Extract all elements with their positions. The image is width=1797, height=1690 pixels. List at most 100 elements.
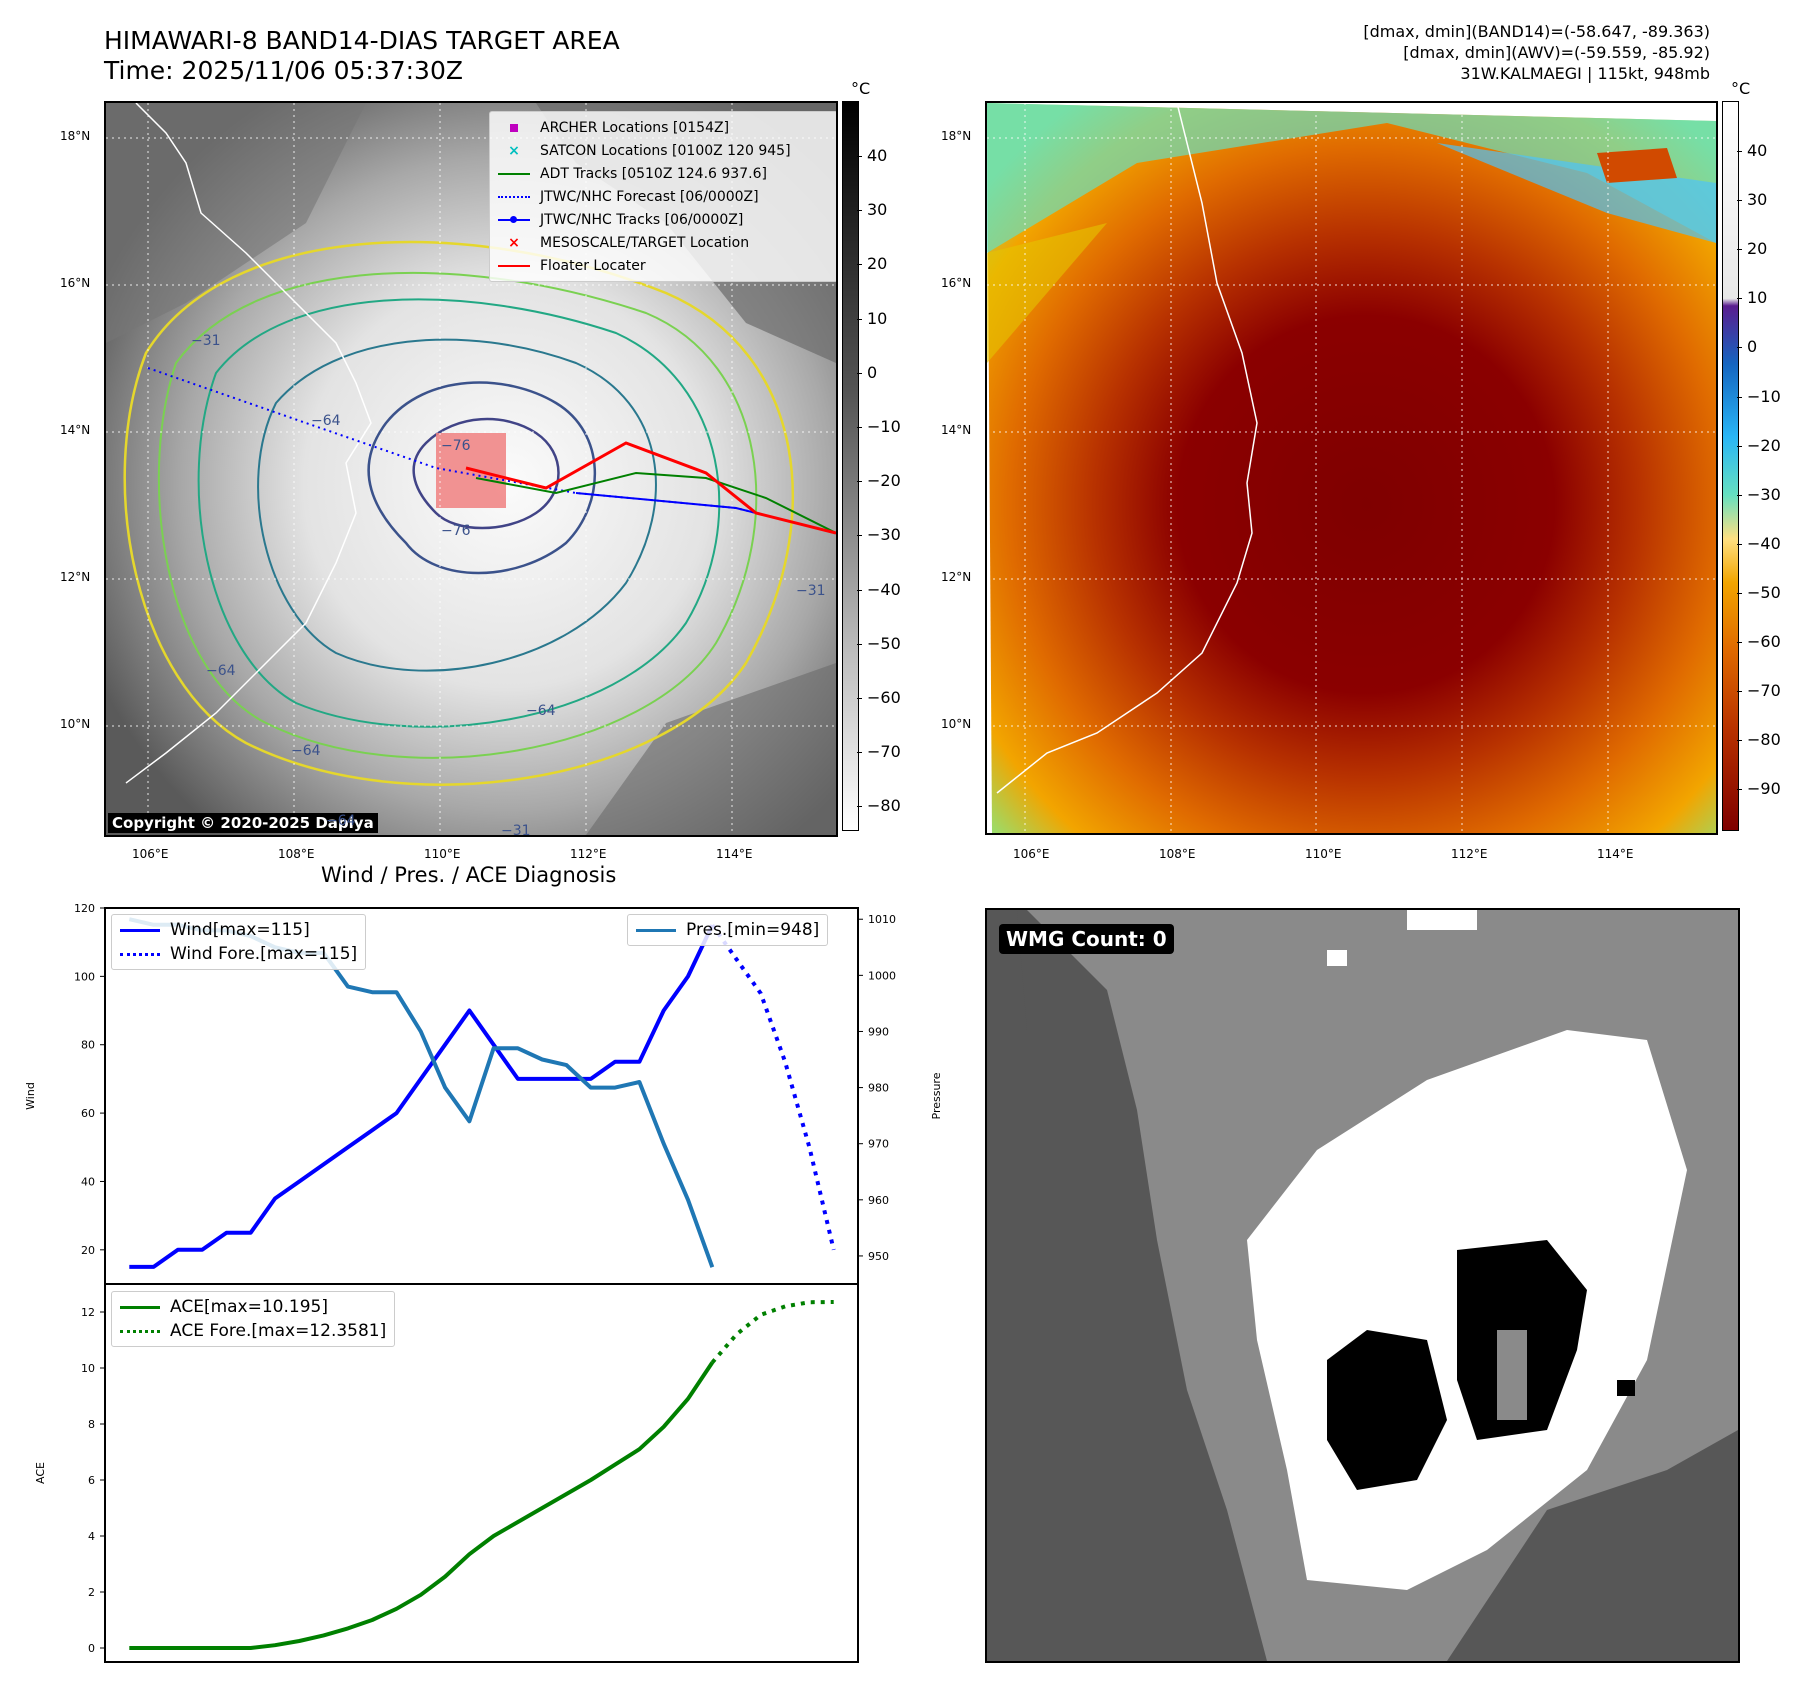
wind-axis-tick-label: 100 — [74, 970, 95, 983]
colorbar-tick — [1737, 494, 1742, 496]
colorbar-tick — [1737, 543, 1742, 545]
lat-label: 16°N — [941, 276, 972, 290]
colorbar-tick — [1737, 249, 1742, 251]
colorbar-tick-label: 30 — [867, 200, 888, 220]
ace-axis-tick-label: 4 — [88, 1530, 95, 1543]
pressure-axis-tick-label: 960 — [868, 1194, 889, 1207]
pressure-axis-tick-label: 970 — [868, 1138, 889, 1151]
lat-label: 16°N — [60, 276, 91, 290]
colorbar-tick — [1737, 592, 1742, 594]
colorbar-tick-label: −60 — [867, 688, 901, 707]
ace-legend-item: ACE[max=10.195] — [120, 1295, 386, 1319]
colorbar-tick — [1737, 445, 1742, 447]
legend-entry: ARCHER Locations [0154Z] — [496, 116, 831, 139]
legend-marker — [496, 212, 532, 228]
copyright-label: Copyright © 2020-2025 Dapiya — [108, 813, 378, 833]
ir-colorbar-unit: °C — [851, 79, 871, 98]
lat-label: 10°N — [60, 717, 91, 731]
colorbar-tick-label: 0 — [1747, 337, 1758, 357]
contour-label: −76 — [441, 438, 471, 454]
contour-label: −64 — [326, 813, 356, 829]
legend-marker: × — [508, 142, 520, 159]
lon-label: 112°E — [1451, 847, 1488, 861]
pressure-axis-tick-label: 1000 — [868, 969, 896, 982]
wind-fore-legend-item: Wind Fore.[max=115] — [120, 942, 357, 966]
colorbar-tick — [857, 427, 862, 428]
legend-entry: Floater Locater — [496, 254, 831, 277]
ir-legend: ARCHER Locations [0154Z] × SATCON Location… — [489, 111, 836, 282]
colorbar-tick — [857, 156, 862, 157]
colorbar-tick — [857, 372, 862, 374]
lon-label: 114°E — [1597, 847, 1634, 861]
contour-label: −31 — [191, 333, 221, 349]
pressure-series-line — [128, 917, 715, 1268]
colorbar-tick — [1737, 151, 1742, 152]
lat-label: 12°N — [60, 570, 91, 584]
colorbar-tick — [1737, 740, 1742, 742]
legend-label: ARCHER Locations [0154Z] — [540, 119, 730, 136]
colorbar-tick-label: −60 — [1747, 632, 1781, 651]
colorbar-tick — [857, 264, 862, 266]
legend-label: JTWC/NHC Tracks [06/0000Z] — [540, 211, 744, 228]
lat-label: 14°N — [60, 423, 91, 437]
legend-entry: × SATCON Locations [0100Z 120 945] — [496, 139, 831, 162]
wind-axis-tick-label: 60 — [81, 1107, 95, 1120]
contour-label: −31 — [796, 583, 826, 599]
legend-entry: JTWC/NHC Tracks [06/0000Z] — [496, 208, 831, 231]
wind-axis-tick-label: 120 — [74, 902, 95, 915]
lat-label: 18°N — [60, 129, 91, 143]
awv-map-panel — [985, 101, 1718, 835]
lat-label: 18°N — [941, 129, 972, 143]
ace-axis-tick-label: 10 — [81, 1362, 95, 1375]
colorbar-tick — [1737, 298, 1742, 300]
colorbar-tick-label: −30 — [1747, 484, 1781, 504]
colorbar-tick — [857, 535, 862, 537]
awv-map-image — [987, 103, 1716, 833]
ace-axis-label: ACE — [34, 1462, 47, 1484]
lon-label: 108°E — [1159, 847, 1196, 861]
contour-label: −64 — [526, 703, 556, 719]
colorbar-tick — [857, 589, 862, 591]
colorbar-tick-label: −80 — [867, 796, 901, 816]
lat-label: 10°N — [941, 717, 972, 731]
stats-band14: [dmax, dmin](BAND14)=(-58.647, -89.363) — [1363, 22, 1710, 41]
ace-series-line — [129, 1361, 714, 1650]
wind-axis-tick-label: 80 — [81, 1039, 95, 1052]
lat-label: 14°N — [941, 423, 972, 437]
ir-map-panel: Copyright © 2020-2025 Dapiya −76 −76 −64 −6… — [104, 101, 838, 837]
wmg-count-badge: WMG Count: 0 — [999, 924, 1174, 954]
wind-series-line — [129, 924, 715, 1269]
wind-axis-tick-label: 40 — [81, 1175, 95, 1188]
ace-axis-tick-label: 6 — [88, 1474, 95, 1487]
wind-axis-tick-label: 20 — [81, 1244, 95, 1257]
legend-marker: × — [508, 234, 520, 251]
pressure-legend: Pres.[min=948] — [627, 914, 829, 946]
wind-legend-item: Wind[max=115] — [120, 918, 357, 942]
lat-label: 12°N — [941, 570, 972, 584]
legend-entry: ADT Tracks [0510Z 124.6 937.6] — [496, 162, 831, 185]
wmg-image — [987, 910, 1738, 1661]
diagnosis-title: Wind / Pres. / ACE Diagnosis — [321, 863, 617, 887]
colorbar-tick-label: −20 — [1747, 435, 1781, 455]
legend-marker — [496, 120, 532, 136]
lon-label: 108°E — [278, 847, 315, 861]
stats-awv: [dmax, dmin](AWV)=(-59.559, -85.92) — [1403, 43, 1710, 62]
wmg-panel: WMG Count: 0 — [985, 908, 1740, 1663]
colorbar-tick — [1737, 347, 1742, 349]
contour-label: −76 — [441, 523, 471, 539]
figure-time: Time: 2025/11/06 05:37:30Z — [104, 56, 463, 85]
colorbar-tick-label: −90 — [1747, 779, 1781, 799]
ace-fore-legend-item: ACE Fore.[max=12.3581] — [120, 1319, 386, 1343]
ace-axis-tick-label: 12 — [81, 1306, 95, 1319]
pressure-axis-tick-label: 950 — [868, 1250, 889, 1263]
lon-label: 106°E — [1013, 847, 1050, 861]
colorbar-tick-label: −70 — [867, 742, 901, 762]
wind-forecast-line — [710, 923, 836, 1251]
lon-label: 112°E — [570, 847, 607, 861]
ir-colorbar — [842, 101, 859, 831]
colorbar-tick-label: 0 — [867, 362, 878, 382]
contour-label: −31 — [501, 823, 531, 837]
wind-axis-label: Wind — [24, 1082, 37, 1110]
awv-colorbar — [1722, 101, 1739, 831]
pressure-axis-label: Pressure — [930, 1072, 943, 1119]
